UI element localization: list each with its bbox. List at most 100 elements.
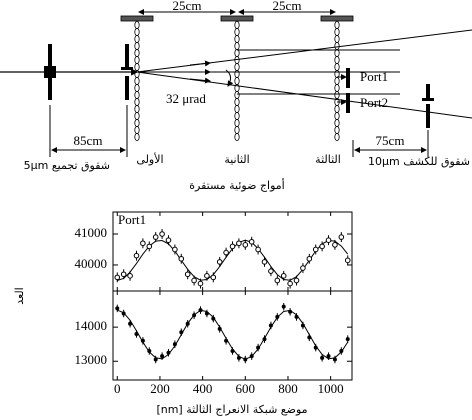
standing-wave <box>134 49 140 58</box>
beam <box>136 29 472 73</box>
data-point <box>160 354 165 359</box>
standing-wave <box>134 105 140 114</box>
y-tick-label: 13000 <box>75 352 108 367</box>
data-point <box>274 277 281 284</box>
standing-wave <box>134 91 140 100</box>
slit-label: شقوق للكشف 10μm <box>368 155 470 168</box>
data-point <box>192 313 197 318</box>
data-point <box>179 330 184 335</box>
standing-wave <box>334 56 340 65</box>
standing-wave <box>334 20 340 29</box>
data-point <box>281 304 286 309</box>
data-point <box>217 326 222 331</box>
beam <box>189 60 211 67</box>
data-point <box>312 246 319 253</box>
standing-wave <box>134 132 140 141</box>
data-point <box>211 316 216 321</box>
standing-wave <box>334 63 340 72</box>
data-point <box>120 271 127 278</box>
standing-wave <box>234 98 240 107</box>
standing-wave <box>334 91 340 100</box>
grating-mount <box>220 15 254 22</box>
standing-wave <box>134 20 140 29</box>
data-point <box>243 357 248 362</box>
data-point <box>306 255 313 262</box>
data-point <box>153 357 158 362</box>
data-point <box>287 280 293 287</box>
spacing-label: 25cm <box>273 0 302 13</box>
chart: Port1 40000 41000 13000 14000 0 200 400 600 800 10… <box>13 211 353 416</box>
standing-wave <box>234 132 240 141</box>
standing-wave <box>334 42 340 51</box>
data-point <box>319 243 325 250</box>
standing-wave <box>234 70 240 79</box>
data-point <box>293 277 300 284</box>
slit-frame <box>44 66 56 78</box>
y-tick-label: 14000 <box>75 318 108 333</box>
data-point <box>261 259 268 265</box>
data-point <box>338 234 345 240</box>
data-point <box>172 246 178 253</box>
data-point <box>320 355 325 360</box>
x-tick-label: 800 <box>278 381 298 396</box>
data-point <box>262 337 267 342</box>
distance-label: 85cm <box>74 133 103 148</box>
data-point <box>115 306 120 311</box>
data-point <box>229 243 236 250</box>
x-axis-label: موضع شبكة الانعراج الثالثة [nm] <box>156 403 307 416</box>
grating-label: الثالثة <box>315 153 341 166</box>
standing-wave <box>134 63 140 72</box>
data-point <box>178 255 185 262</box>
standing-wave <box>334 77 340 86</box>
slit-frame <box>121 67 133 70</box>
data-point <box>198 308 203 313</box>
data-point <box>248 238 255 245</box>
data-point <box>152 234 159 240</box>
standing-wave <box>134 84 140 93</box>
standing-wave <box>134 42 140 51</box>
data-point <box>128 321 133 326</box>
standing-wave <box>134 35 140 44</box>
data-point <box>166 350 171 355</box>
standing-wave <box>334 119 340 128</box>
slits <box>44 44 434 128</box>
slit-frame <box>422 98 434 101</box>
data-point <box>307 335 312 340</box>
x-tick-label: 400 <box>193 381 213 396</box>
slit <box>125 76 129 100</box>
data-point <box>127 273 133 279</box>
data-point <box>236 355 241 360</box>
data-point <box>216 259 223 265</box>
data-point <box>224 338 229 343</box>
standing-wave <box>134 56 140 65</box>
data-point <box>275 314 280 319</box>
standing-wave <box>234 77 240 86</box>
data-point <box>339 349 344 354</box>
data-point <box>172 342 177 347</box>
slit <box>125 44 129 68</box>
data-point <box>133 252 140 259</box>
standing-wave <box>234 20 240 29</box>
standing-wave <box>134 27 140 36</box>
data-point <box>114 274 121 281</box>
standing-wave <box>334 126 340 135</box>
data-point <box>204 311 209 316</box>
standing-wave <box>334 27 340 36</box>
y-tick-label: 40000 <box>75 256 108 271</box>
apparatus-diagram <box>0 9 472 157</box>
slit <box>48 44 52 66</box>
data-point <box>121 311 126 316</box>
data-point <box>191 277 197 284</box>
standing-wave <box>234 112 240 121</box>
standing-wave <box>134 112 140 121</box>
data-point <box>268 323 273 328</box>
data-point <box>223 249 229 256</box>
data-point <box>147 349 152 354</box>
standing-wave <box>134 77 140 86</box>
x-tick-label: 600 <box>236 381 256 396</box>
y-tick-label: 41000 <box>75 225 108 240</box>
data-point <box>288 309 293 314</box>
grating-mount <box>320 15 354 22</box>
standing-wave <box>234 91 240 100</box>
